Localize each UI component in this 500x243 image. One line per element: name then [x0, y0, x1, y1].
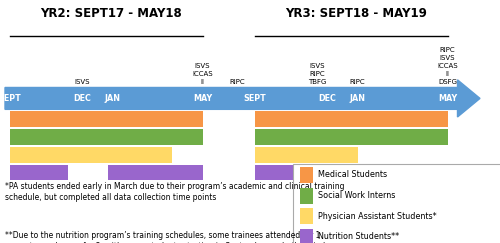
Bar — [300, 167, 312, 183]
Bar — [255, 129, 448, 145]
Text: JAN: JAN — [350, 94, 366, 103]
Text: MAY: MAY — [193, 94, 212, 103]
Bar — [358, 165, 448, 180]
Text: Physician Assistant Students*: Physician Assistant Students* — [318, 212, 437, 221]
Bar — [10, 147, 172, 163]
Text: ISVS
ICCAS
II: ISVS ICCAS II — [192, 63, 213, 85]
FancyArrow shape — [5, 80, 480, 117]
Bar — [108, 165, 202, 180]
Text: DEC: DEC — [74, 94, 92, 103]
Text: JAN: JAN — [104, 94, 120, 103]
Text: ISVS
RIPC
TBFG: ISVS RIPC TBFG — [308, 63, 326, 85]
Text: RIPC: RIPC — [350, 79, 366, 85]
Text: Medical Students: Medical Students — [318, 170, 388, 180]
FancyBboxPatch shape — [292, 164, 500, 243]
Bar — [300, 188, 312, 204]
Text: Social Work Interns: Social Work Interns — [318, 191, 396, 200]
Bar — [10, 165, 68, 180]
Bar — [300, 229, 312, 243]
Text: SEPT: SEPT — [0, 94, 22, 103]
Bar — [10, 129, 202, 145]
Text: RIPC
ISVS
ICCAS
II
DSFG: RIPC ISVS ICCAS II DSFG — [437, 47, 458, 85]
Text: YR2: SEPT17 - MAY18: YR2: SEPT17 - MAY18 — [40, 7, 182, 20]
Text: *PA students ended early in March due to their program’s academic and clinical t: *PA students ended early in March due to… — [5, 182, 344, 202]
Bar — [255, 165, 318, 180]
Text: SEPT: SEPT — [244, 94, 266, 103]
Bar — [300, 208, 312, 224]
Text: DEC: DEC — [318, 94, 336, 103]
Text: **Due to the nutrition program’s training schedules, some trainees attended for : **Due to the nutrition program’s trainin… — [5, 231, 352, 243]
Text: ISVS: ISVS — [75, 79, 90, 85]
Bar — [255, 147, 358, 163]
Bar — [255, 111, 448, 127]
Bar — [10, 111, 202, 127]
Text: YR3: SEPT18 - MAY19: YR3: SEPT18 - MAY19 — [286, 7, 427, 20]
Text: MAY: MAY — [438, 94, 457, 103]
Text: RIPC: RIPC — [230, 79, 246, 85]
Text: Nutrition Students**: Nutrition Students** — [318, 232, 400, 242]
